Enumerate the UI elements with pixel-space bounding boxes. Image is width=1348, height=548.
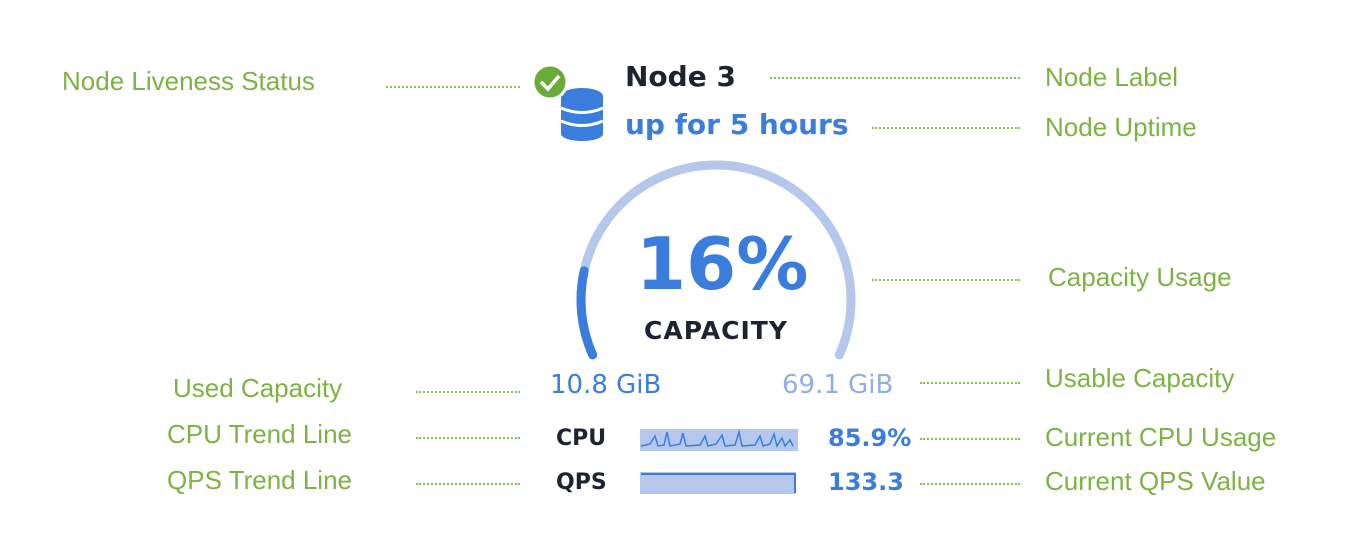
cpu-value: 85.9% bbox=[828, 424, 912, 452]
used-capacity: 10.8 GiB bbox=[550, 370, 662, 400]
leader-line bbox=[872, 127, 1020, 129]
annotation-qps-trend: QPS Trend Line bbox=[167, 465, 352, 495]
leader-line bbox=[920, 483, 1020, 485]
capacity-percent: 16% bbox=[636, 222, 809, 306]
node-uptime: up for 5 hours bbox=[625, 108, 849, 141]
annotation-capacity-usage: Capacity Usage bbox=[1048, 262, 1232, 292]
leader-line bbox=[416, 437, 520, 439]
database-icon bbox=[560, 88, 604, 141]
qps-trend-path bbox=[641, 473, 796, 493]
leader-line bbox=[416, 483, 520, 485]
check-circle-icon bbox=[531, 63, 569, 101]
cpu-label: CPU bbox=[556, 426, 607, 451]
leader-line bbox=[872, 279, 1020, 281]
annotation-uptime: Node Uptime bbox=[1045, 112, 1197, 142]
node-label: Node 3 bbox=[625, 60, 736, 93]
qps-trend-line bbox=[640, 472, 796, 494]
annotation-qps-current: Current QPS Value bbox=[1045, 466, 1266, 496]
capacity-label: CAPACITY bbox=[644, 316, 788, 345]
leader-line bbox=[416, 391, 520, 393]
annotation-cpu-trend: CPU Trend Line bbox=[167, 419, 352, 449]
annotation-usable-capacity: Usable Capacity bbox=[1045, 363, 1235, 393]
qps-label: QPS bbox=[556, 470, 607, 495]
leader-line bbox=[920, 382, 1020, 384]
qps-value: 133.3 bbox=[828, 468, 904, 496]
annotation-cpu-current: Current CPU Usage bbox=[1045, 422, 1277, 452]
capacity-gauge-fill bbox=[576, 266, 598, 360]
leader-line bbox=[386, 86, 520, 88]
cpu-trend-path bbox=[640, 429, 794, 448]
leader-line bbox=[920, 438, 1020, 440]
annotation-used-capacity: Used Capacity bbox=[173, 373, 343, 403]
annotation-liveness: Node Liveness Status bbox=[62, 66, 315, 96]
usable-capacity: 69.1 GiB bbox=[782, 370, 894, 400]
annotation-node-label: Node Label bbox=[1045, 62, 1178, 92]
leader-line bbox=[770, 77, 1020, 79]
